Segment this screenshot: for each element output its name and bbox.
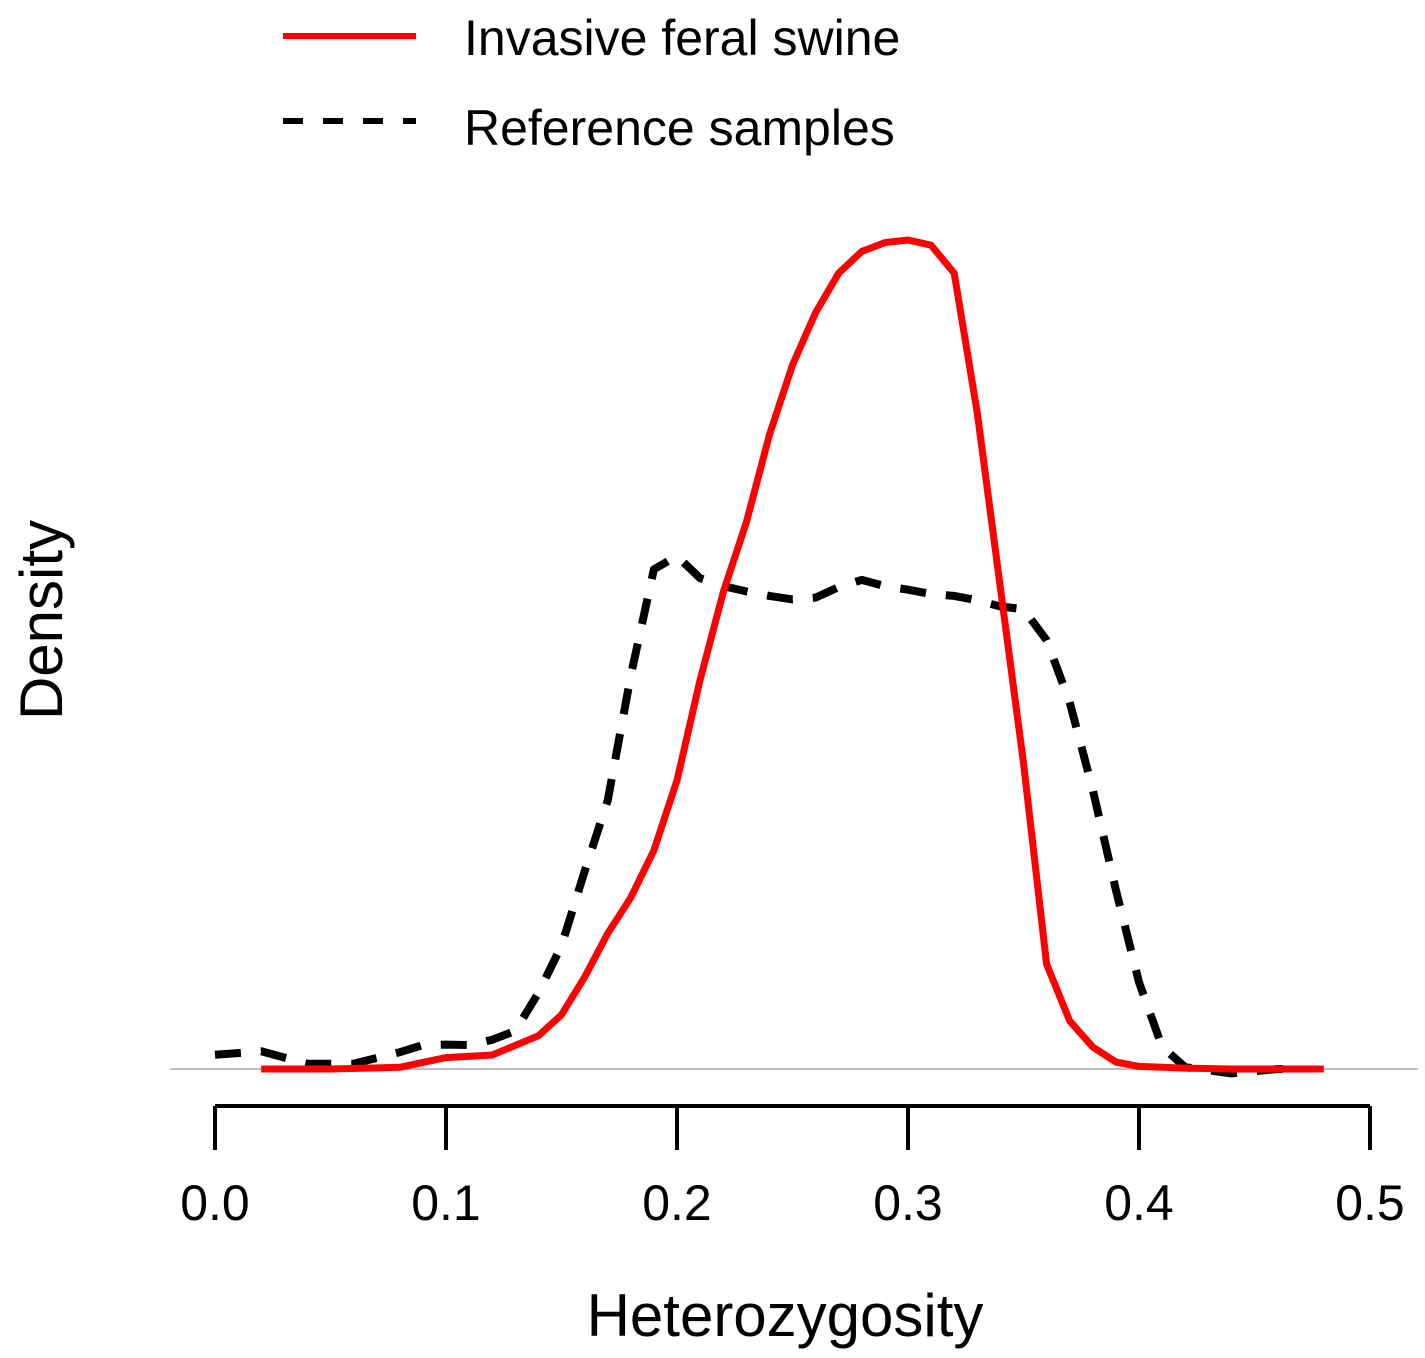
y-axis-title: Density <box>8 520 75 720</box>
legend-label-invasive-feral-swine: Invasive feral swine <box>464 10 900 66</box>
x-axis: 0.0 0.1 0.2 0.3 0.4 0.5 <box>180 1104 1405 1231</box>
x-tick-label-0.1: 0.1 <box>411 1175 481 1231</box>
series-line-invasive-feral-swine <box>261 236 1324 1073</box>
legend-label-reference-samples: Reference samples <box>464 100 895 156</box>
x-tick-label-0.3: 0.3 <box>873 1175 943 1231</box>
x-axis-title: Heterozygosity <box>587 1282 984 1349</box>
x-tick-label-0.2: 0.2 <box>642 1175 712 1231</box>
series-line-reference-samples <box>214 552 1301 1078</box>
legend: Invasive feral swine Reference samples <box>283 10 900 156</box>
x-tick-label-0.4: 0.4 <box>1104 1175 1174 1231</box>
x-tick-label-0.0: 0.0 <box>180 1175 250 1231</box>
x-tick-label-0.5: 0.5 <box>1335 1175 1405 1231</box>
